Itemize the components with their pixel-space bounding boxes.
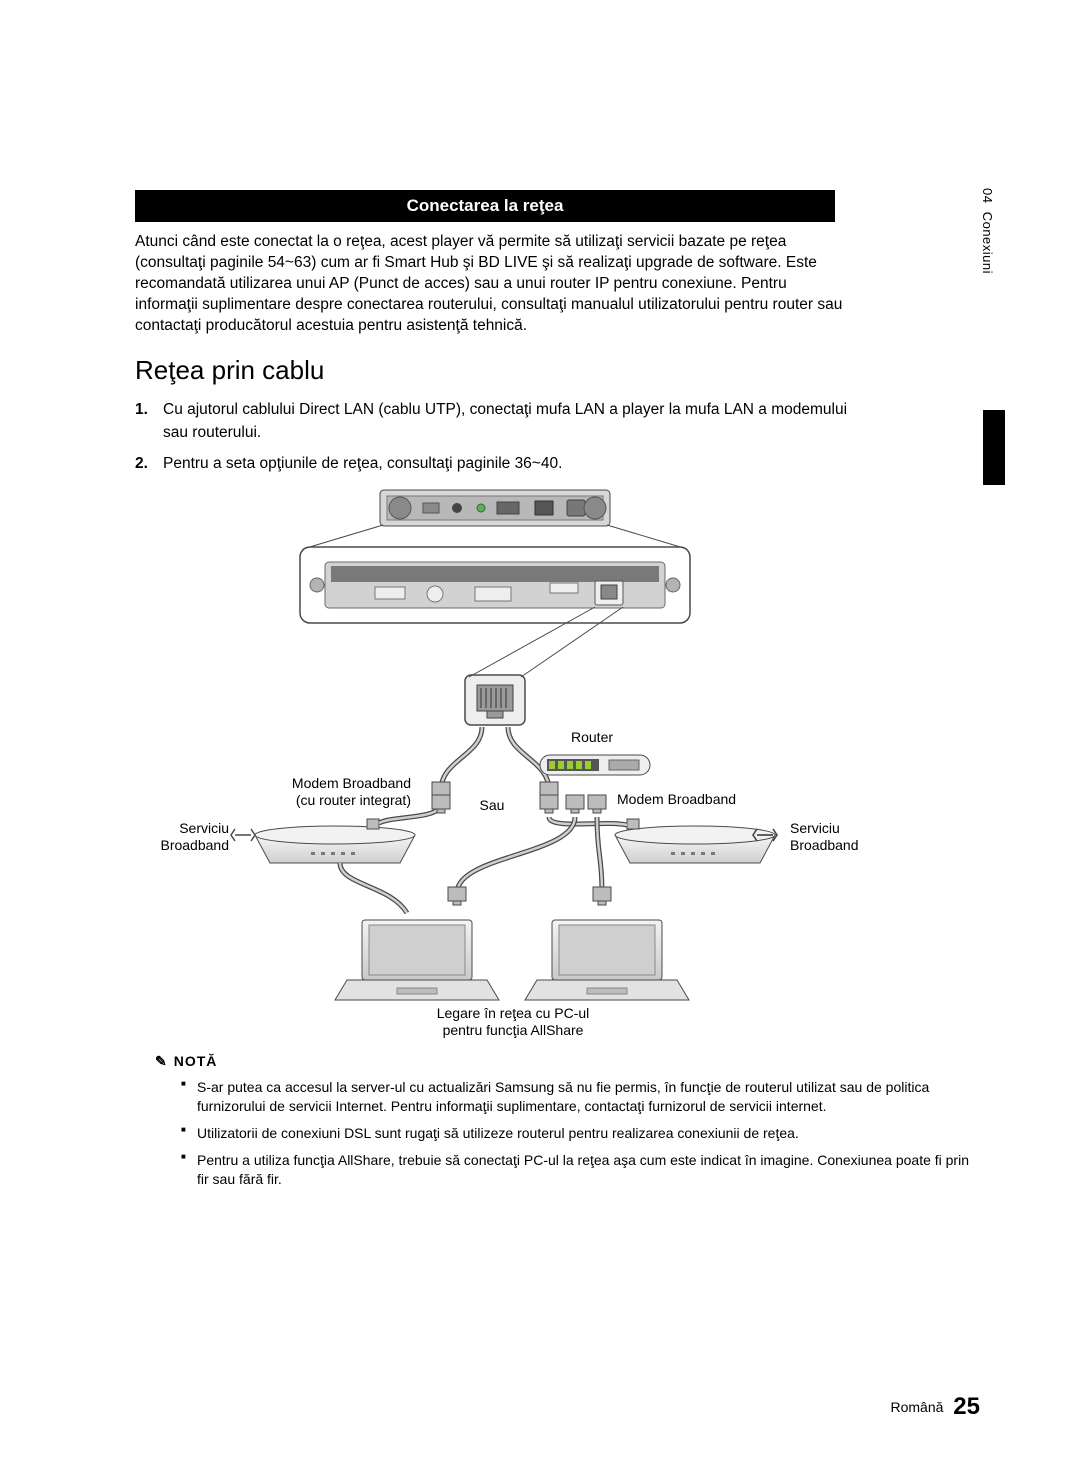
label-service-right-1: Serviciu (790, 820, 840, 836)
section-title: Conectarea la reţea (407, 196, 564, 215)
step-item: 1. Cu ajutorul cablului Direct LAN (cablu… (135, 398, 855, 445)
note-text: S-ar putea ca accesul la server-ul cu ac… (197, 1079, 929, 1114)
section-header: Conectarea la reţea (135, 190, 835, 222)
footer-lang: Română (890, 1399, 943, 1415)
note-heading: ✎ NOTĂ (155, 1053, 980, 1070)
side-section-tab: 04 Conexiuni (980, 188, 995, 274)
side-section-num: 04 (980, 188, 995, 203)
step-number: 1. (135, 398, 148, 421)
label-service-left-1: Serviciu (179, 820, 229, 836)
connection-diagram: Router Modem Broadband (cu router integr… (135, 485, 855, 1045)
note-text: Utilizatorii de conexiuni DSL sunt rugaţ… (197, 1125, 799, 1141)
note-bullets: S-ar putea ca accesul la server-ul cu ac… (135, 1078, 980, 1188)
note-item: S-ar putea ca accesul la server-ul cu ac… (135, 1078, 980, 1116)
label-service-left-2: Broadband (160, 837, 229, 853)
label-modem-left-1: Modem Broadband (292, 775, 411, 791)
label-service-right-2: Broadband (790, 837, 859, 853)
note-item: Utilizatorii de conexiuni DSL sunt rugaţ… (135, 1124, 980, 1143)
label-bottom-2: pentru funcţia AllShare (443, 1022, 584, 1038)
label-modem-right: Modem Broadband (617, 791, 736, 808)
subheading: Reţea prin cablu (135, 355, 980, 386)
note-text: Pentru a utiliza funcţia AllShare, trebu… (197, 1152, 969, 1187)
label-router: Router (571, 729, 613, 746)
note-label: NOTĂ (174, 1053, 218, 1069)
step-item: 2. Pentru a seta opţiunile de reţea, cons… (135, 452, 855, 475)
diagram-svg (135, 485, 855, 1045)
pencil-icon: ✎ (155, 1053, 168, 1069)
footer-page-number: 25 (953, 1393, 980, 1420)
label-bottom-1: Legare în reţea cu PC-ul (437, 1005, 590, 1021)
note-item: Pentru a utiliza funcţia AllShare, trebu… (135, 1151, 980, 1189)
label-modem-left-2: (cu router integrat) (296, 792, 411, 808)
page-footer: Română 25 (890, 1393, 980, 1421)
side-section-name: Conexiuni (980, 212, 995, 274)
intro-paragraph: Atunci când este conectat la o reţea, ac… (135, 232, 845, 337)
thumb-tab (983, 410, 1005, 485)
note-section: ✎ NOTĂ S-ar putea ca accesul la server-ul… (135, 1053, 980, 1188)
step-number: 2. (135, 452, 148, 475)
step-text: Cu ajutorul cablului Direct LAN (cablu U… (163, 401, 847, 441)
label-or: Sau (467, 797, 517, 814)
steps-list: 1. Cu ajutorul cablului Direct LAN (cablu… (135, 398, 855, 476)
step-text: Pentru a seta opţiunile de reţea, consul… (163, 455, 562, 472)
